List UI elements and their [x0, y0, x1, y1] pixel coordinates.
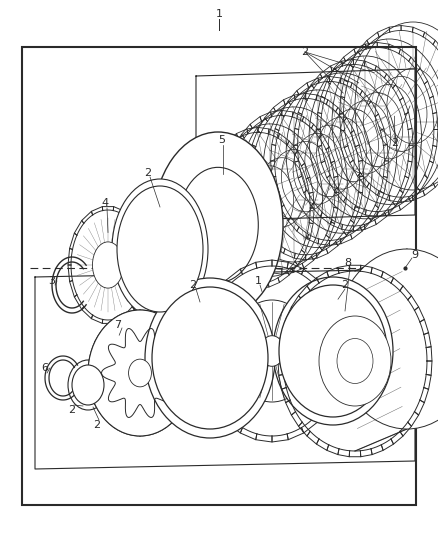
Ellipse shape	[129, 359, 152, 387]
Text: 7: 7	[114, 320, 122, 330]
Text: 4: 4	[102, 198, 109, 208]
Text: 3: 3	[49, 276, 56, 286]
Ellipse shape	[335, 249, 438, 429]
Ellipse shape	[337, 338, 373, 384]
Ellipse shape	[260, 336, 284, 366]
Text: 2: 2	[342, 280, 349, 290]
Text: 6: 6	[42, 363, 49, 373]
Text: 8: 8	[344, 258, 352, 268]
Ellipse shape	[68, 360, 108, 410]
Text: 1: 1	[215, 9, 223, 19]
Text: 5: 5	[219, 135, 226, 145]
Ellipse shape	[279, 285, 387, 417]
Ellipse shape	[178, 167, 258, 282]
Text: 2: 2	[190, 280, 197, 290]
Text: 2: 2	[392, 138, 399, 148]
Text: 2: 2	[145, 168, 152, 178]
Text: 2: 2	[68, 405, 76, 415]
Text: 2: 2	[301, 47, 308, 57]
Ellipse shape	[112, 179, 208, 319]
Ellipse shape	[72, 365, 104, 405]
Ellipse shape	[319, 316, 391, 406]
Ellipse shape	[153, 132, 283, 318]
Ellipse shape	[231, 300, 313, 402]
Text: 9: 9	[411, 250, 419, 260]
Ellipse shape	[145, 278, 275, 438]
Ellipse shape	[88, 310, 192, 436]
Bar	[22, 47, 416, 505]
Ellipse shape	[273, 277, 393, 425]
Text: 2: 2	[93, 420, 101, 430]
Text: 1: 1	[254, 276, 261, 286]
Ellipse shape	[92, 242, 124, 288]
Ellipse shape	[152, 287, 268, 429]
Ellipse shape	[117, 186, 203, 312]
